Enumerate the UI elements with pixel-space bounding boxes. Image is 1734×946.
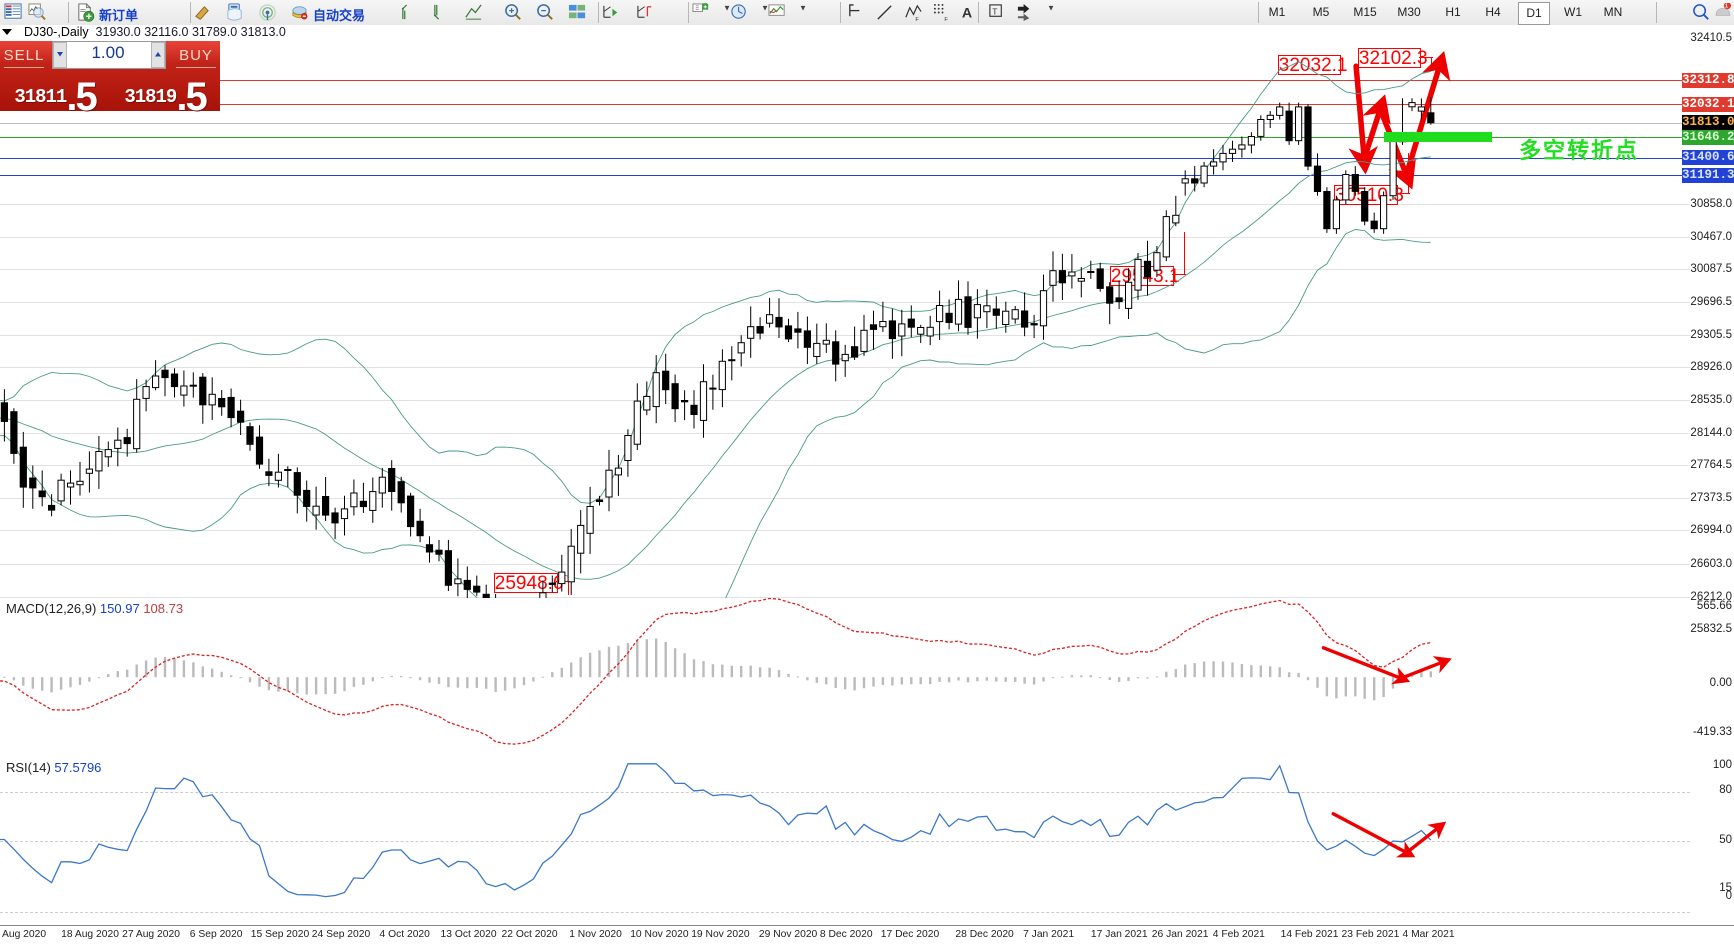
- svg-text:F: F: [915, 17, 919, 22]
- svg-text:T: T: [992, 6, 998, 16]
- svg-text:1: 1: [1725, 4, 1728, 10]
- svg-text:A: A: [962, 5, 972, 21]
- svg-text:F: F: [944, 17, 948, 22]
